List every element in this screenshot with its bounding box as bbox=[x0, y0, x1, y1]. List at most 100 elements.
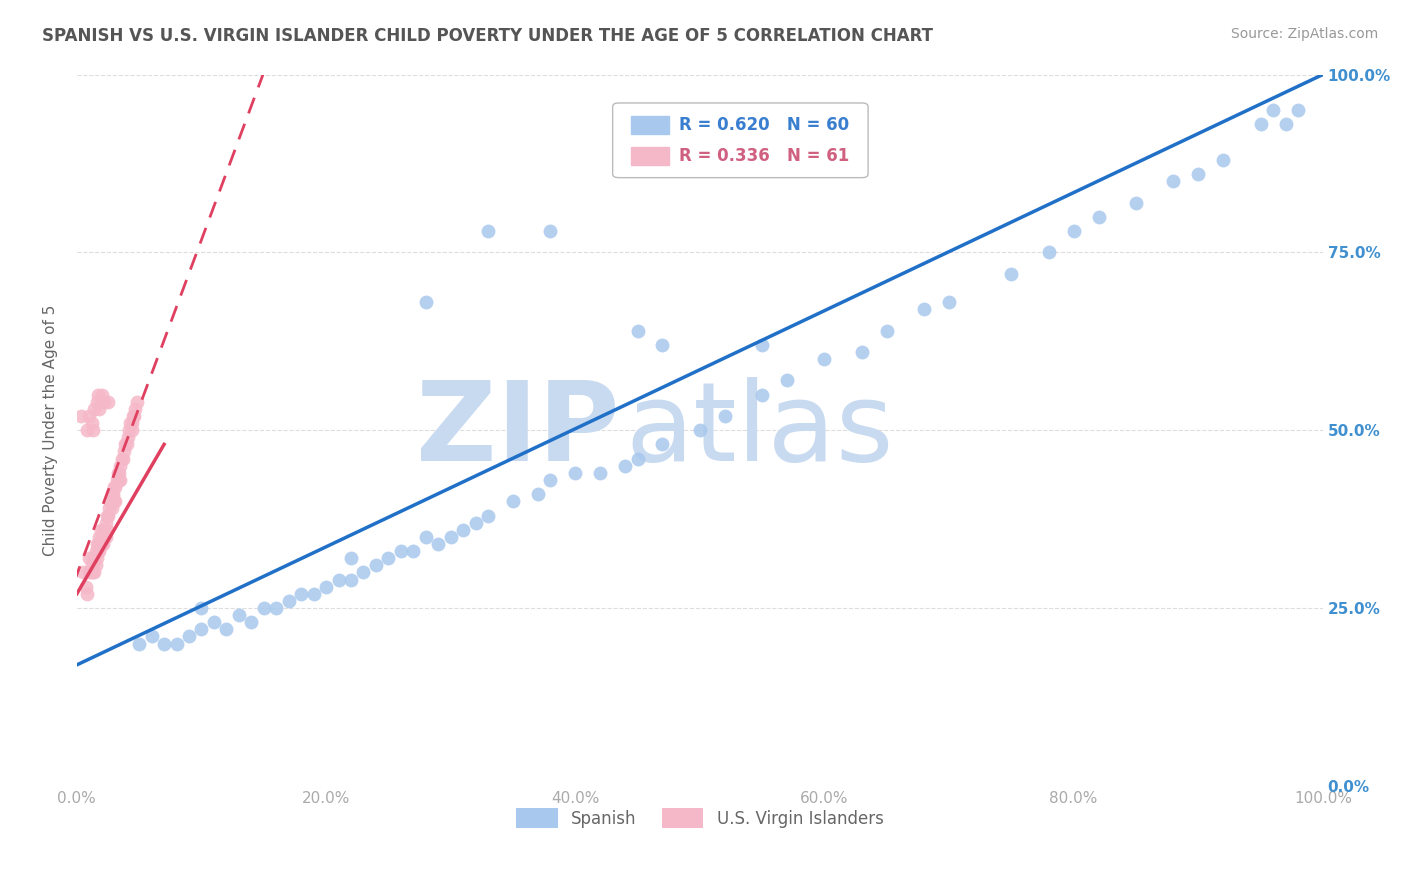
Point bbox=[938, 295, 960, 310]
Point bbox=[589, 466, 612, 480]
Point bbox=[190, 601, 212, 615]
Point bbox=[651, 338, 673, 352]
Point bbox=[190, 623, 212, 637]
Point bbox=[89, 401, 111, 416]
Point bbox=[86, 537, 108, 551]
Point bbox=[626, 324, 648, 338]
Point bbox=[118, 423, 141, 437]
Point bbox=[86, 551, 108, 566]
Point bbox=[1250, 117, 1272, 131]
Point bbox=[108, 466, 131, 480]
Point bbox=[89, 530, 111, 544]
Point bbox=[502, 494, 524, 508]
Point bbox=[240, 615, 263, 630]
Point bbox=[93, 394, 115, 409]
Point bbox=[415, 295, 437, 310]
Point bbox=[1274, 117, 1296, 131]
Legend: Spanish, U.S. Virgin Islanders: Spanish, U.S. Virgin Islanders bbox=[509, 802, 890, 834]
Point bbox=[89, 544, 111, 558]
Point bbox=[103, 494, 125, 508]
Point bbox=[402, 544, 425, 558]
Point bbox=[82, 423, 104, 437]
Point bbox=[464, 516, 486, 530]
Point bbox=[538, 473, 561, 487]
Point bbox=[125, 394, 148, 409]
Point bbox=[689, 423, 711, 437]
Point bbox=[79, 566, 101, 580]
Point bbox=[87, 387, 110, 401]
Point bbox=[96, 508, 118, 523]
Bar bbox=[631, 147, 669, 165]
Point bbox=[93, 530, 115, 544]
Point bbox=[124, 401, 146, 416]
Point bbox=[340, 573, 363, 587]
Point bbox=[104, 480, 127, 494]
Point bbox=[912, 302, 935, 317]
Point bbox=[1087, 210, 1109, 224]
Point bbox=[100, 494, 122, 508]
Point bbox=[451, 523, 474, 537]
Point bbox=[177, 629, 200, 643]
Point bbox=[714, 409, 737, 423]
Point bbox=[75, 580, 97, 594]
Point bbox=[264, 601, 287, 615]
Point bbox=[538, 224, 561, 238]
Point bbox=[96, 523, 118, 537]
Point bbox=[141, 629, 163, 643]
Y-axis label: Child Poverty Under the Age of 5: Child Poverty Under the Age of 5 bbox=[44, 304, 58, 556]
Point bbox=[76, 423, 98, 437]
Text: Source: ZipAtlas.com: Source: ZipAtlas.com bbox=[1230, 27, 1378, 41]
Point bbox=[110, 473, 132, 487]
Point bbox=[83, 551, 105, 566]
Point bbox=[153, 636, 176, 650]
Point bbox=[107, 466, 129, 480]
Point bbox=[91, 537, 114, 551]
Point bbox=[94, 530, 117, 544]
Point bbox=[114, 437, 136, 451]
Point bbox=[90, 387, 112, 401]
Point bbox=[122, 409, 145, 423]
Point bbox=[477, 508, 499, 523]
Point bbox=[80, 558, 103, 573]
Point bbox=[277, 594, 299, 608]
Point bbox=[1038, 245, 1060, 260]
Point bbox=[100, 487, 122, 501]
Point bbox=[79, 409, 101, 423]
Point bbox=[82, 566, 104, 580]
Point bbox=[108, 473, 131, 487]
Point bbox=[440, 530, 463, 544]
Point bbox=[377, 551, 399, 566]
Point bbox=[94, 516, 117, 530]
Point bbox=[86, 394, 108, 409]
Point bbox=[90, 523, 112, 537]
Point bbox=[79, 551, 101, 566]
Point bbox=[90, 537, 112, 551]
Point bbox=[121, 423, 143, 437]
Point bbox=[1000, 267, 1022, 281]
Point bbox=[1261, 103, 1284, 117]
Point bbox=[76, 587, 98, 601]
Text: R = 0.620   N = 60: R = 0.620 N = 60 bbox=[679, 116, 849, 134]
Point bbox=[111, 451, 134, 466]
Point bbox=[105, 473, 128, 487]
Point bbox=[110, 458, 132, 473]
Point bbox=[290, 587, 312, 601]
Point bbox=[389, 544, 412, 558]
Point bbox=[69, 409, 91, 423]
Point bbox=[101, 487, 124, 501]
Point bbox=[328, 573, 350, 587]
Point bbox=[112, 444, 135, 458]
Point bbox=[83, 566, 105, 580]
FancyBboxPatch shape bbox=[613, 103, 868, 178]
Point bbox=[1286, 103, 1309, 117]
Point bbox=[1125, 195, 1147, 210]
Point bbox=[104, 494, 127, 508]
Point bbox=[87, 537, 110, 551]
Point bbox=[120, 416, 142, 430]
Point bbox=[751, 387, 773, 401]
Point bbox=[100, 501, 122, 516]
Point bbox=[427, 537, 450, 551]
Point bbox=[253, 601, 276, 615]
Point bbox=[1187, 167, 1209, 181]
Point bbox=[353, 566, 375, 580]
